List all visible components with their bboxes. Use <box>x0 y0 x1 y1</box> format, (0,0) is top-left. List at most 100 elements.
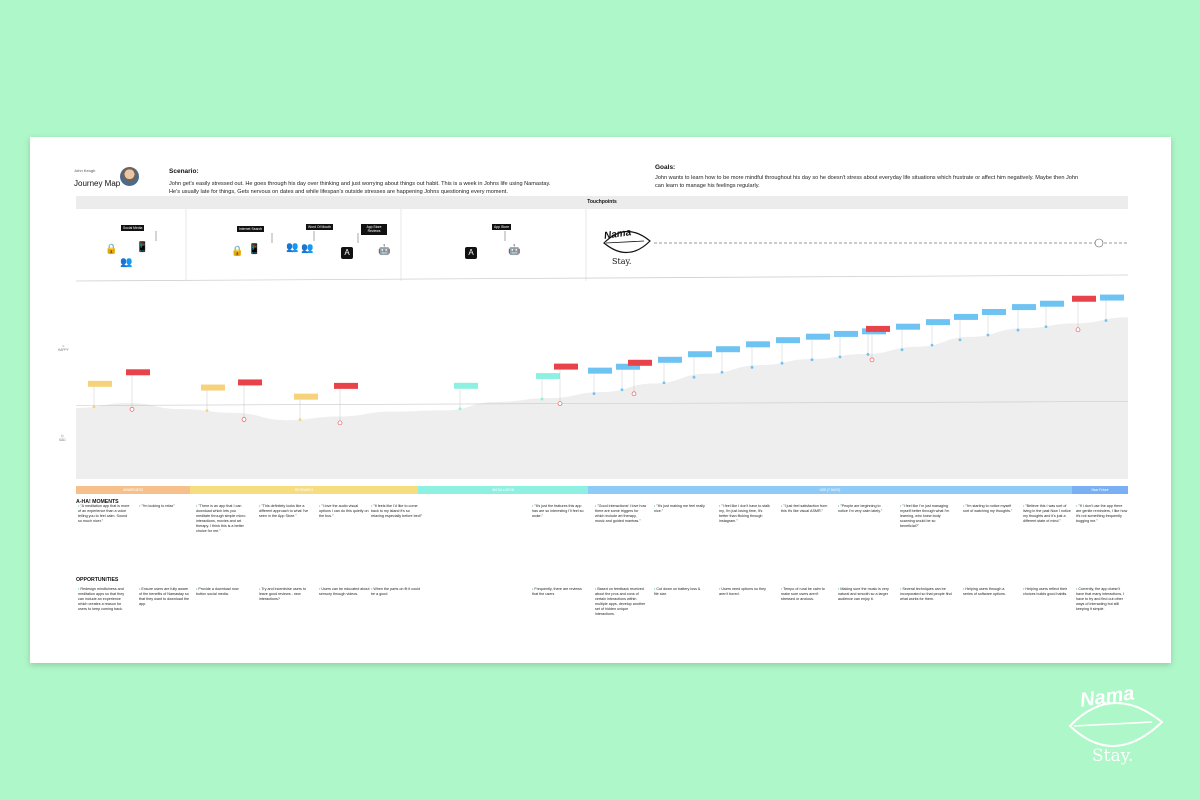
aha-text: "Good interactions! I love how there are… <box>595 504 647 523</box>
people-icon: 👥 <box>120 257 133 268</box>
journey-note <box>454 382 478 389</box>
namastay-logo: Nama Stay. <box>600 223 654 274</box>
bullet-icon: • <box>139 504 142 508</box>
sad-icon: ☹ SAD <box>59 434 66 442</box>
aha-item: • "Believe this I was sort of living in … <box>1023 504 1075 524</box>
journey-note <box>1012 304 1036 311</box>
note-point <box>241 417 247 422</box>
journey-note <box>658 356 682 363</box>
opp-item: • Users need options so they aren't bore… <box>719 587 771 597</box>
note-point <box>869 357 875 363</box>
bullet-icon: • <box>595 587 598 591</box>
bullet-icon: • <box>719 504 722 508</box>
aha-item: • "I love the audio visual options I can… <box>319 504 371 519</box>
journey-note <box>294 393 318 400</box>
note-point <box>1044 325 1048 329</box>
opp-text: Users can be educated about sensory thro… <box>319 587 370 596</box>
aha-item: • "If I don't use the app there are gent… <box>1076 504 1128 524</box>
journey-note <box>201 384 225 391</box>
aha-item: • "I'm looking to relax" <box>139 504 191 509</box>
phase-use: USE (7 DAYS) <box>588 486 1072 494</box>
journey-note <box>1072 295 1096 302</box>
opp-item: • Currently, the app doesn't have that m… <box>1076 587 1128 612</box>
lock-icon: 🔒 <box>231 246 244 257</box>
app-store-icon: A <box>465 247 477 259</box>
note-point <box>866 352 870 356</box>
note-point <box>620 388 624 392</box>
note-point <box>662 381 666 385</box>
happy-icon: ☺ HAPPY <box>58 344 69 352</box>
phase-awareness: AWARENESS <box>76 486 190 494</box>
journey-note <box>238 379 262 386</box>
aha-text: "People are beginning to notice I'm very… <box>838 504 883 513</box>
scenario-label: Scenario: <box>169 168 199 175</box>
phone-icon: 📱 <box>136 242 149 253</box>
note-point <box>631 391 637 397</box>
bullet-icon: • <box>654 504 657 508</box>
bullet-icon: • <box>595 504 598 508</box>
opp-text: Cut down on battery loss & file size. <box>654 587 701 596</box>
note-point <box>1104 319 1108 322</box>
journey-note <box>926 319 950 326</box>
bullet-icon: • <box>371 587 374 591</box>
aha-item: • "It's just the features this app has a… <box>532 504 584 519</box>
note-point <box>692 375 696 379</box>
bullet-icon: • <box>196 587 199 591</box>
bullet-icon: • <box>963 587 966 591</box>
note-point <box>129 406 135 412</box>
journey-note <box>88 380 112 387</box>
journey-map-board: John Keogh Journey Map Scenario: John ge… <box>30 137 1171 663</box>
opp-item: • Making sure the music is very natural … <box>838 587 890 602</box>
goals-label: Goals: <box>655 164 676 171</box>
opp-text: Redesign mindfulness and meditation apps… <box>78 587 125 611</box>
bullet-icon: • <box>900 504 903 508</box>
journey-note <box>806 333 830 340</box>
aha-item: • "A meditation app that is more of an e… <box>78 504 130 524</box>
aha-text: "It's just the features this app has are… <box>532 504 584 518</box>
journey-note <box>982 308 1006 315</box>
aha-text: "I love the audio visual options I can d… <box>319 504 369 518</box>
journey-note <box>1100 294 1124 301</box>
aha-item: • "People are beginning to notice I'm ve… <box>838 504 890 514</box>
opp-item: • Ensure users are fully aware of the be… <box>139 587 191 607</box>
phase-near-future: Near Future <box>1072 486 1128 494</box>
aha-text: "It's just making me feel really nice." <box>654 504 705 513</box>
bullet-icon: • <box>838 587 841 591</box>
bullet-icon: • <box>371 504 374 508</box>
aha-text: "I just feel satisfaction from this it's… <box>781 504 828 513</box>
leaf-logo-icon <box>603 230 651 254</box>
opp-text: Frequently, there are reviews that the u… <box>532 587 582 596</box>
note-point <box>958 338 962 342</box>
journey-note <box>688 351 712 358</box>
opp-text: Making sure the music is very natural an… <box>838 587 889 601</box>
bullet-icon: • <box>781 587 784 591</box>
bullet-icon: • <box>78 504 81 508</box>
aha-text: "It feels like I'd like to come back to … <box>371 504 423 518</box>
aha-text: "I feel like I'm just managing myself be… <box>900 504 950 528</box>
aha-text: "There is an app that I can download whi… <box>196 504 246 533</box>
note-point <box>540 397 544 401</box>
aha-item: • "I feel like I don't have to stalk my,… <box>719 504 771 524</box>
note-point <box>810 358 814 362</box>
opp-text: Currently, the app doesn't have that man… <box>1076 587 1125 611</box>
bullet-icon: • <box>838 504 841 508</box>
aha-item: • "This definitely looks like a differen… <box>259 504 311 519</box>
aha-text: "If I don't use the app there are gentle… <box>1076 504 1128 523</box>
aha-text: "I feel like I don't have to stalk my, I… <box>719 504 770 523</box>
journey-note <box>746 341 770 348</box>
journey-note <box>628 359 652 366</box>
phase-installation: INSTALLATION <box>418 486 588 494</box>
tag-app-store: App Store <box>492 224 512 231</box>
brand-leaf-icon <box>1068 701 1164 747</box>
opp-text: Ensure users are fully aware of the bene… <box>139 587 190 606</box>
goals-text: John wants to learn how to be more mindf… <box>655 175 1079 189</box>
note-point <box>750 365 754 369</box>
scenario-text: John get's easily stressed out. He goes … <box>169 181 551 195</box>
note-point <box>900 348 904 352</box>
opp-item: • Try and incentivise users to leave goo… <box>259 587 311 602</box>
bullet-icon: • <box>1023 504 1026 508</box>
note-point <box>92 405 96 409</box>
opp-text: Helping users reflect their choices buil… <box>1023 587 1068 596</box>
bullet-icon: • <box>319 587 322 591</box>
opp-text: Users need options so they aren't bored. <box>719 587 767 596</box>
